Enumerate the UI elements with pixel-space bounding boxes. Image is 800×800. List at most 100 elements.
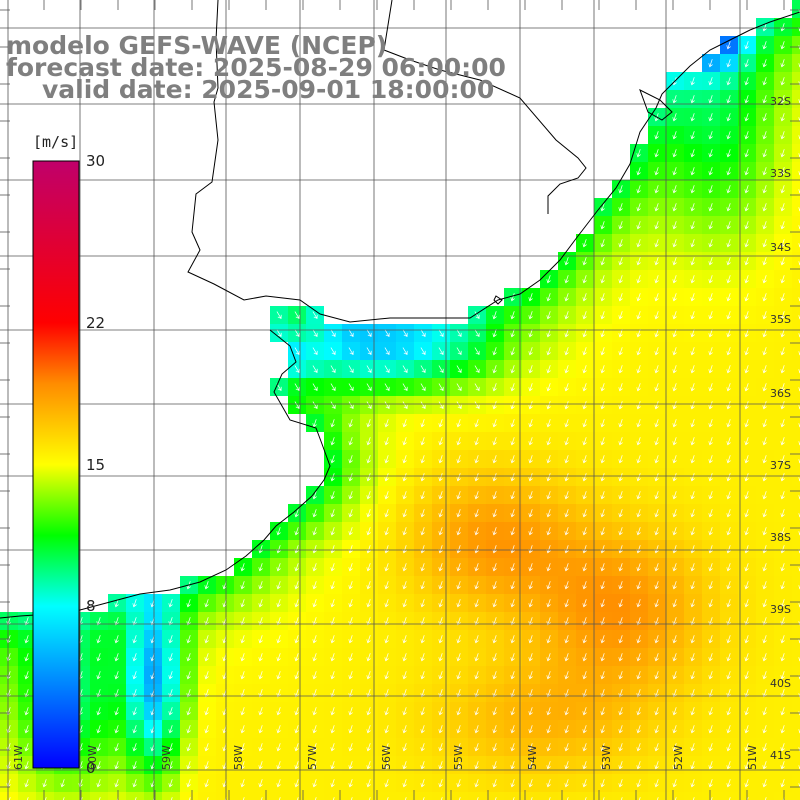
- wind-arrow: [402, 779, 407, 788]
- wind-arrow: [474, 689, 479, 698]
- wind-arrow: [492, 473, 497, 482]
- wind-arrow: [132, 599, 137, 608]
- wind-arrow: [780, 473, 785, 482]
- wind-arrow: [528, 761, 533, 770]
- wind-arrow: [492, 599, 497, 608]
- wind-arrow: [546, 437, 551, 446]
- wind-arrow: [330, 365, 336, 373]
- wind-arrow: [708, 203, 713, 212]
- wind-arrow: [762, 401, 767, 410]
- wind-arrow: [600, 221, 605, 230]
- wind-arrow: [330, 455, 335, 464]
- wind-arrow: [528, 545, 533, 554]
- wind-arrow: [132, 671, 137, 680]
- wind-arrow: [600, 599, 605, 608]
- wind-arrow: [780, 221, 785, 230]
- wind-arrow: [402, 635, 407, 644]
- wind-arrow: [98, 797, 101, 800]
- wind-arrow: [348, 617, 353, 626]
- wind-arrow: [168, 599, 173, 608]
- wind-arrow: [762, 365, 767, 374]
- wind-arrow: [762, 455, 767, 464]
- wind-arrow: [492, 383, 497, 392]
- wind-arrow: [114, 761, 119, 770]
- wind-arrow: [312, 401, 318, 409]
- wind-arrow: [330, 779, 335, 788]
- wind-arrow: [744, 473, 749, 482]
- wind-arrow: [672, 383, 677, 392]
- wind-arrow: [258, 563, 263, 572]
- wind-arrow: [168, 707, 173, 716]
- wind-arrow: [780, 761, 785, 770]
- wind-arrow: [440, 797, 443, 800]
- wind-arrow: [530, 797, 533, 800]
- wind-arrow: [546, 743, 551, 752]
- wind-arrow: [348, 635, 353, 644]
- wind-arrow: [582, 689, 587, 698]
- wind-arrow: [96, 635, 101, 644]
- wind-arrow: [276, 689, 281, 698]
- wind-arrow: [348, 509, 353, 518]
- wind-arrow: [672, 761, 677, 770]
- wind-speed-cell: [198, 792, 216, 800]
- wind-arrow: [438, 599, 443, 608]
- wind-arrow: [744, 545, 749, 554]
- wind-arrow: [762, 473, 767, 482]
- wind-arrow: [564, 509, 569, 518]
- wind-arrow: [546, 527, 551, 536]
- wind-arrow: [690, 185, 695, 194]
- wind-arrow: [636, 671, 641, 680]
- wind-arrow: [672, 293, 677, 302]
- longitude-label: 58W: [232, 745, 245, 770]
- wind-arrow: [762, 347, 767, 356]
- wind-arrow: [492, 437, 497, 446]
- wind-arrow: [546, 329, 551, 338]
- wind-arrow: [636, 401, 641, 410]
- wind-arrow: [384, 617, 389, 626]
- wind-speed-cell: [540, 792, 558, 800]
- wind-arrow: [672, 635, 677, 644]
- wind-arrow: [708, 95, 713, 104]
- wind-arrow: [672, 563, 677, 572]
- wind-arrow: [762, 761, 767, 770]
- wind-arrow: [762, 131, 767, 140]
- wind-speed-cell: [792, 558, 800, 576]
- wind-arrow: [780, 635, 785, 644]
- wind-arrow: [240, 743, 245, 752]
- wind-arrow: [762, 725, 767, 734]
- wind-arrow: [582, 437, 587, 446]
- wind-arrow: [636, 437, 641, 446]
- wind-arrow: [672, 275, 677, 284]
- colorbar-tick-label: 15: [86, 455, 106, 474]
- wind-arrow: [510, 725, 515, 734]
- wind-arrow: [618, 743, 623, 752]
- wind-arrow: [528, 653, 533, 662]
- wind-arrow: [420, 419, 425, 428]
- wind-speed-cell: [792, 612, 800, 630]
- wind-arrow: [582, 761, 587, 770]
- wind-arrow: [762, 563, 767, 572]
- wind-arrow: [276, 743, 281, 752]
- wind-arrow: [546, 293, 551, 302]
- wind-speed-cell: [774, 792, 792, 800]
- wind-arrow: [744, 77, 749, 86]
- wind-arrow: [654, 347, 659, 356]
- wind-arrow: [744, 707, 749, 716]
- wind-arrow: [582, 563, 587, 572]
- colorbar-tick-label: 0: [86, 759, 96, 777]
- wind-arrow: [636, 761, 641, 770]
- wind-arrow: [600, 383, 605, 392]
- wind-speed-cell: [792, 0, 800, 18]
- wind-arrow: [582, 725, 587, 734]
- wind-arrow: [744, 113, 749, 122]
- wind-arrow: [618, 311, 623, 320]
- wind-arrow: [600, 203, 605, 212]
- wind-arrow: [258, 743, 263, 752]
- wind-arrow: [582, 599, 587, 608]
- wind-arrow: [456, 563, 461, 572]
- wind-arrow: [366, 383, 372, 391]
- wind-arrow: [708, 545, 713, 554]
- wind-arrow: [312, 347, 318, 355]
- wind-arrow: [456, 779, 461, 788]
- wind-arrow: [780, 203, 785, 212]
